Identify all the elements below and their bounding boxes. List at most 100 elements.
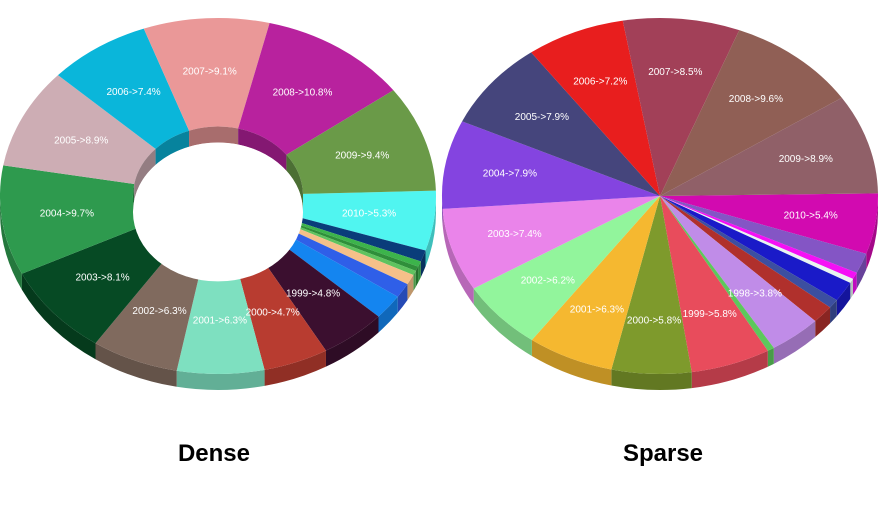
chart0-slice-side-13 [0, 196, 22, 290]
chart0-slice-14 [3, 75, 156, 185]
chart0-slice-label-8: 1999->4.8% [286, 288, 340, 299]
chart1-slice-0 [660, 193, 879, 254]
chart0-slice-side-12 [21, 273, 96, 360]
chart0-slice-16 [143, 17, 270, 131]
chart0-slice-side-4 [413, 270, 416, 291]
chart0-slice-inner-16 [189, 126, 239, 147]
chart0-slice-13 [0, 165, 142, 274]
chart0-slice-label-18: 2009->9.4% [335, 150, 389, 161]
chart1-slice-label-0: 2010->5.4% [784, 211, 838, 222]
chart0-slice-label-11: 2002->6.3% [132, 306, 186, 317]
chart0-slice-11 [95, 253, 202, 371]
chart0-slice-10 [176, 263, 265, 374]
chart1-slice-12 [473, 196, 660, 341]
chart0-slice-label-14: 2005->8.9% [54, 136, 108, 147]
chart1-slice-8 [660, 196, 774, 351]
chart1-slice-11 [531, 196, 660, 370]
chart0-slice-7 [280, 235, 398, 317]
chart1-slice-3 [660, 196, 853, 283]
chart0-slice-label-9: 2000->4.7% [246, 307, 300, 318]
chart1-slice-5 [660, 196, 837, 308]
chart1-slice-side-12 [473, 288, 532, 357]
dense-chart-title: Dense [177, 440, 251, 467]
chart1-slice-side-8 [767, 347, 774, 367]
chart0-slice-side-2 [418, 261, 421, 283]
chart1-slice-side-0 [866, 196, 878, 270]
chart0-slice-label-0: 2010->5.3% [342, 209, 396, 220]
chart1-slice-side-6 [815, 307, 831, 337]
chart0-slice-side-5 [407, 274, 414, 301]
chart0-slice-15 [57, 28, 190, 149]
chart0-slice-side-6 [397, 284, 408, 313]
chart0-donut-hole [132, 142, 304, 282]
chart0-slice-4 [294, 225, 416, 275]
chart1-slice-13 [442, 196, 660, 289]
chart0-slice-inner-15 [155, 130, 190, 165]
chart1-slice-16 [531, 20, 660, 197]
chart1-slice-label-11: 2001->6.3% [570, 304, 624, 315]
chart1-slice-label-7: 1998->3.8% [728, 289, 782, 300]
chart0-slice-side-9 [264, 350, 326, 386]
chart1-slice-label-10: 2000->5.8% [627, 316, 681, 327]
chart0-slice-side-11 [95, 343, 177, 387]
chart0-slice-3 [295, 223, 419, 271]
chart1-slice-label-18: 2008->9.6% [729, 94, 783, 105]
chart1-slice-side-3 [850, 278, 853, 299]
chart1-slice-side-1 [856, 253, 867, 289]
chart0-slice-side-8 [325, 316, 379, 367]
chart1-slice-label-16: 2006->7.2% [573, 76, 627, 87]
sparse-chart-title: Sparse [622, 440, 704, 467]
chart1-slice-1 [660, 196, 867, 273]
chart1-slice-side-11 [531, 340, 612, 386]
chart0-slice-side-7 [378, 296, 398, 333]
chart0-slice-8 [260, 242, 379, 351]
chart0-slice-inner-13 [132, 184, 135, 212]
chart1-slice-19 [660, 97, 878, 196]
chart0-slice-label-13: 2004->9.7% [40, 208, 94, 219]
chart1-slice-side-10 [611, 369, 692, 391]
chart0-slice-17 [238, 23, 394, 155]
chart1-slice-side-13 [442, 208, 474, 305]
chart0-slice-label-15: 2006->7.4% [106, 87, 160, 98]
chart1-slice-side-7 [773, 320, 816, 364]
chart0-slice-12 [21, 226, 171, 344]
chart0-slice-0 [298, 190, 436, 251]
chart1-slice-side-5 [830, 300, 837, 324]
chart0-slice-label-10: 2001->6.3% [193, 316, 247, 327]
chart1-slice-label-13: 2003->7.4% [487, 229, 541, 240]
chart1-slice-4 [660, 196, 851, 301]
chart1-slice-label-12: 2002->6.2% [521, 275, 575, 286]
chart1-slice-15 [462, 52, 660, 197]
chart1-slice-6 [660, 196, 831, 321]
chart1-slice-label-9: 1999->5.8% [683, 309, 737, 320]
chart1-slice-label-17: 2007->8.5% [648, 67, 702, 78]
chart1-slice-side-14 [442, 196, 443, 225]
chart0-slice-side-10 [176, 369, 265, 390]
chart1-slice-label-15: 2005->7.9% [515, 112, 569, 123]
chart0-slice-side-0 [425, 196, 436, 267]
chart1-slice-17 [622, 18, 740, 197]
chart0-slice-18 [286, 90, 436, 194]
chart1-slice-side-2 [852, 272, 857, 295]
chart0-slice-label-17: 2008->10.8% [273, 87, 333, 98]
chart0-slice-2 [296, 221, 421, 267]
chart0-slice-label-12: 2003->8.1% [75, 273, 129, 284]
chart1-slice-9 [660, 196, 768, 373]
chart1-slice-2 [660, 196, 857, 279]
chart0-slice-inner-18 [286, 154, 303, 210]
chart0-slice-9 [236, 256, 326, 370]
chart0-slice-side-3 [415, 266, 419, 287]
chart0-slice-side-1 [420, 250, 426, 278]
chart0-slice-label-16: 2007->9.1% [183, 67, 237, 78]
chart1-slice-7 [660, 196, 816, 348]
chart1-slice-10 [611, 196, 692, 375]
chart0-slice-1 [297, 217, 426, 262]
chart0-slice-inner-17 [238, 128, 287, 171]
chart1-slice-side-9 [691, 350, 768, 389]
chart0-slice-inner-14 [134, 148, 156, 201]
chart0-slice-5 [291, 226, 414, 285]
chart1-slice-side-4 [836, 282, 851, 317]
chart1-slice-18 [660, 30, 842, 197]
